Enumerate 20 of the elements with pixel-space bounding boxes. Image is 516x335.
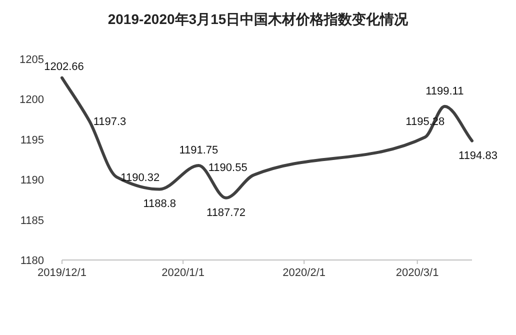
x-tick-label: 2020/1/1 xyxy=(162,267,204,279)
y-tick-label: 1180 xyxy=(20,255,44,267)
data-label: 1202.66 xyxy=(44,60,84,73)
y-tick-label: 1205 xyxy=(20,54,44,66)
data-label: 1194.83 xyxy=(458,150,498,162)
chart-title: 2019-2020年3月15日中国木材价格指数变化情况 xyxy=(108,11,410,27)
data-label: 1191.75 xyxy=(179,144,218,157)
y-tick-label: 1200 xyxy=(20,94,44,106)
data-label: 1197.3 xyxy=(93,116,126,128)
data-label: 1199.11 xyxy=(426,85,464,98)
data-label: 1188.8 xyxy=(143,198,176,210)
data-label: 1187.72 xyxy=(206,206,246,219)
y-tick-label: 1195 xyxy=(20,134,44,146)
x-tick-label: 2019/12/1 xyxy=(38,267,86,279)
x-tick-label: 2020/3/1 xyxy=(396,267,439,279)
data-label: 1190.55 xyxy=(208,162,248,174)
x-tick-label: 2020/2/1 xyxy=(282,267,326,279)
y-tick-label: 1190 xyxy=(20,174,44,187)
y-tick-label: 1185 xyxy=(20,214,44,227)
data-label: 1190.32 xyxy=(120,172,160,184)
